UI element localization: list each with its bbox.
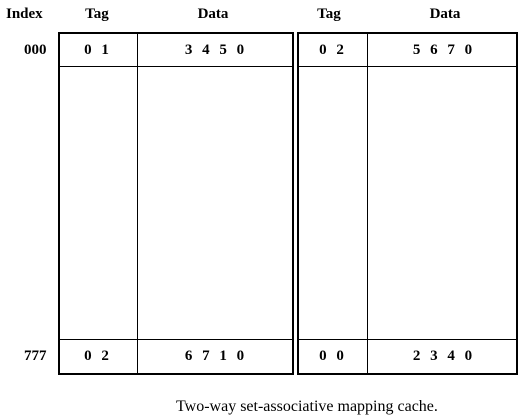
way1-right-border bbox=[292, 32, 294, 375]
row-index: 777 bbox=[24, 348, 47, 364]
row-index: 000 bbox=[24, 42, 47, 58]
way2-bottom-border bbox=[297, 373, 518, 375]
header-tag-way1: Tag bbox=[85, 6, 109, 22]
way2-row-divider-top bbox=[297, 66, 518, 67]
figure-caption: Two-way set-associative mapping cache. bbox=[176, 398, 438, 415]
way2-top-border bbox=[297, 32, 518, 34]
way2-row-divider-bottom bbox=[297, 339, 518, 340]
data-way1-cell: 6 7 1 0 bbox=[184, 348, 248, 364]
data-way1-cell: 3 4 5 0 bbox=[184, 42, 248, 58]
way1-tag-data-divider bbox=[137, 32, 138, 375]
header-data-way2: Data bbox=[429, 6, 461, 22]
way1-row-divider-bottom bbox=[58, 339, 294, 340]
way2-left-border bbox=[297, 32, 299, 375]
tag-way1-cell: 0 2 bbox=[84, 348, 112, 364]
data-way2-cell: 2 3 4 0 bbox=[412, 348, 476, 364]
way2-right-border bbox=[516, 32, 518, 375]
tag-way2-cell: 0 2 bbox=[319, 42, 347, 58]
way1-row-divider-top bbox=[58, 66, 294, 67]
header-data-way1: Data bbox=[197, 6, 229, 22]
tag-way2-cell: 0 0 bbox=[319, 348, 347, 364]
way1-left-border bbox=[58, 32, 60, 375]
data-way2-cell: 5 6 7 0 bbox=[412, 42, 476, 58]
header-index: Index bbox=[6, 6, 43, 22]
way1-bottom-border bbox=[58, 373, 294, 375]
header-tag-way2: Tag bbox=[317, 6, 341, 22]
way1-top-border bbox=[58, 32, 294, 34]
tag-way1-cell: 0 1 bbox=[84, 42, 112, 58]
way2-tag-data-divider bbox=[367, 32, 368, 375]
